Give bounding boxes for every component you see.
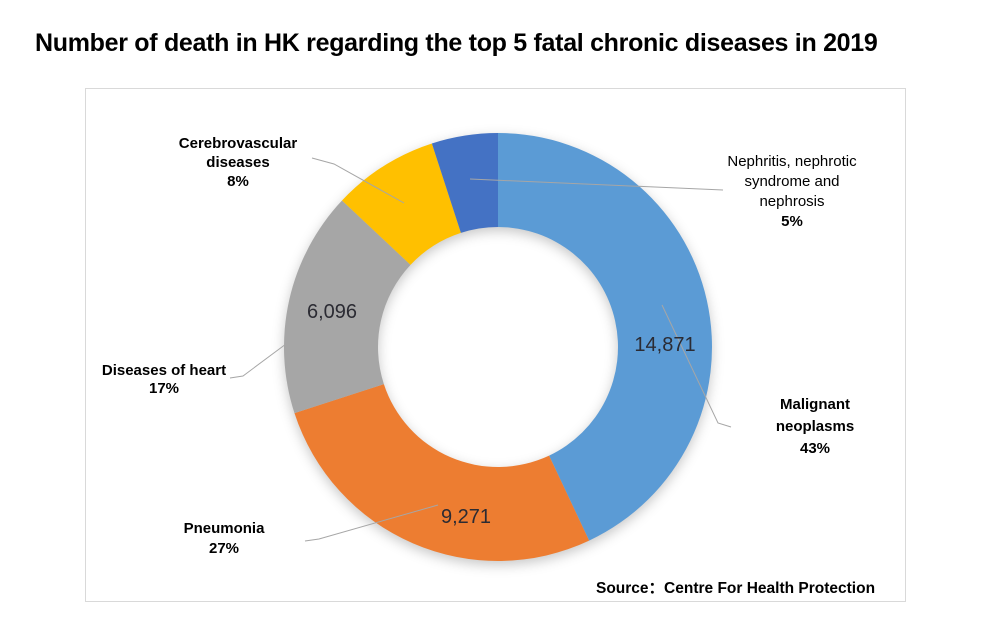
leader-line-pneumonia: [304, 504, 439, 542]
label-line: Malignant: [780, 396, 850, 413]
category-label-heart: Diseases of heart 17%: [89, 362, 239, 398]
category-label-pneumonia: Pneumonia 27%: [154, 519, 294, 559]
leader-line-malignant: [661, 304, 732, 428]
label-line: Pneumonia: [183, 520, 265, 537]
label-line: syndrome and: [744, 173, 840, 190]
label-line: nephrosis: [759, 193, 825, 210]
label-line-pct: 5%: [781, 213, 803, 230]
label-line-pct: 8%: [227, 173, 249, 190]
label-line: Cerebrovascular: [178, 135, 298, 152]
donut-segment-pneumonia: [294, 384, 590, 562]
donut-segment-nephritis-nephrotic-syndrome-and-nephrosis: [431, 133, 498, 233]
label-line: Nephritis, nephrotic: [727, 153, 857, 170]
label-line-pct: 43%: [799, 440, 831, 457]
leader-line-nephritis: [469, 178, 724, 191]
label-line-pct: 17%: [148, 380, 180, 397]
data-label-malignant-value: 14,871: [634, 334, 696, 356]
label-line: diseases: [206, 154, 270, 171]
label-line: Diseases of heart: [101, 362, 227, 379]
category-label-cerebrovascular: Cerebrovascular diseases 8%: [163, 134, 313, 191]
donut-segments: [283, 133, 712, 562]
leader-line-cerebrovascular: [311, 157, 405, 204]
label-line-pct: 27%: [208, 540, 240, 557]
donut-segment-malignant-neoplasms: [498, 133, 712, 541]
category-label-nephritis: Nephritis, nephrotic syndrome and nephro…: [712, 152, 872, 232]
category-label-malignant: Malignant neoplasms 43%: [745, 394, 885, 460]
chart-title: Number of death in HK regarding the top …: [35, 29, 878, 57]
data-label-pneumonia-value: 9,271: [440, 506, 492, 528]
donut-segment-diseases-of-heart: [283, 200, 411, 414]
label-line: neoplasms: [775, 418, 855, 435]
donut-segment-cerebrovascular-diseases: [342, 143, 461, 265]
source-note: Source：Centre For Health Protection: [596, 580, 876, 597]
leader-line-heart: [229, 340, 291, 379]
data-label-heart-value: 6,096: [306, 301, 358, 323]
